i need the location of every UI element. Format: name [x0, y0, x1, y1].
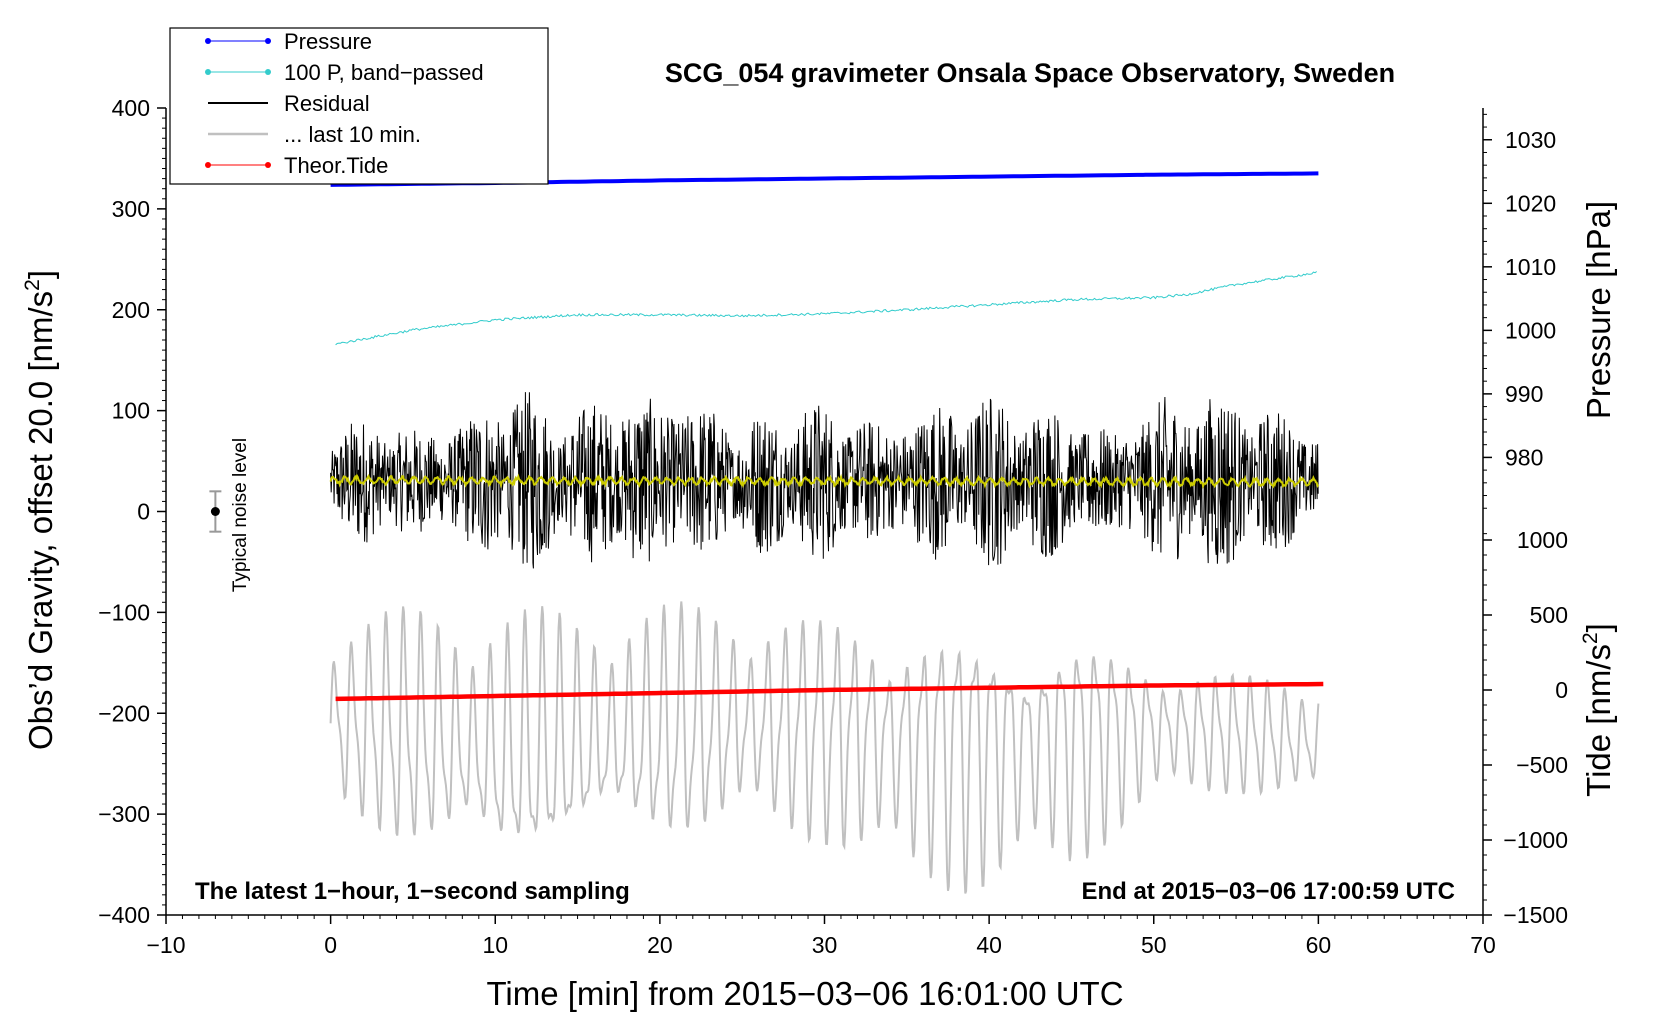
tide-line: [335, 681, 1324, 702]
chart-title: SCG_054 gravimeter Onsala Space Observat…: [665, 58, 1395, 88]
annotation-noise-level: Typical noise level: [230, 438, 251, 592]
series-residual: [330, 392, 1319, 569]
last-10-min-line: [329, 601, 1320, 894]
series-theoretical-tide: [335, 681, 1324, 702]
legend-marker: [265, 69, 271, 75]
tide-axis-label: Tide [nm/s2]: [1579, 623, 1617, 797]
series-residual-smoothed: [329, 473, 1320, 490]
legend-marker: [265, 38, 271, 44]
x-tick-label: 50: [1141, 932, 1167, 958]
legend-marker: [205, 162, 211, 168]
tide-axis-label-end: ]: [1580, 623, 1617, 632]
annotation-sampling: The latest 1−hour, 1−second sampling: [195, 878, 630, 905]
pressure-axis-label: Pressure [hPa]: [1580, 201, 1617, 419]
x-tick-label: −10: [146, 932, 185, 958]
tide-tick-label: 0: [1555, 677, 1568, 703]
x-axis-label: Time [min] from 2015−03−06 16:01:00 UTC: [486, 975, 1123, 1012]
left-tick-label: −300: [98, 801, 150, 827]
tide-tick-label: 1000: [1517, 527, 1568, 553]
tide-tick-label: 500: [1530, 602, 1568, 628]
pressure-tick-label: 1020: [1505, 190, 1556, 216]
pressure-tick-label: 990: [1505, 381, 1543, 407]
residual-line: [330, 392, 1319, 569]
left-tick-label: −400: [98, 902, 150, 928]
legend-label: Theor.Tide: [284, 153, 388, 178]
legend-label: 100 P, band−passed: [284, 60, 484, 85]
left-tick-label: −200: [98, 700, 150, 726]
left-axis-label: Obs’d Gravity, offset 20.0 [nm/s2]: [21, 270, 59, 750]
pressure-tick-label: 1000: [1505, 317, 1556, 343]
left-tick-label: 200: [112, 297, 150, 323]
legend-marker: [205, 69, 211, 75]
noise-bar-dot: [210, 507, 220, 516]
left-tick-label: −100: [98, 599, 150, 625]
left-tick-label: 300: [112, 196, 150, 222]
x-tick-label: 20: [647, 932, 673, 958]
legend-label: Pressure: [284, 29, 372, 54]
band-passed-line: [335, 271, 1317, 346]
pressure-tick-label: 1030: [1505, 127, 1556, 153]
left-tick-label: 0: [137, 499, 150, 525]
pressure-axis-ticks: 1030 1020 1010 1000 990 980: [1483, 113, 1556, 535]
left-axis-ticks: 400 300 200 100 0 −100 −200 −300 −400: [98, 95, 166, 928]
tide-tick-label: −1000: [1503, 827, 1568, 853]
residual-smoothed-line: [329, 473, 1320, 490]
left-axis-label-main: Obs’d Gravity, offset 20.0 [nm/s: [22, 291, 59, 750]
x-tick-label: 0: [324, 932, 337, 958]
x-axis-ticks: −10 0 10 20 30 40 50 60 70: [146, 915, 1496, 958]
legend-label: Residual: [284, 91, 370, 116]
series-last-10-min: [329, 601, 1320, 894]
legend-items: Pressure 100 P, band−passed Residual ... la…: [205, 29, 484, 178]
pressure-tick-label: 980: [1505, 444, 1543, 470]
legend-marker: [265, 162, 271, 168]
left-axis-label-end: ]: [22, 270, 59, 279]
x-tick-label: 10: [482, 932, 508, 958]
legend-label: ... last 10 min.: [284, 122, 421, 147]
tide-axis-ticks: 1000 500 0 −500 −1000 −1500: [1483, 527, 1568, 928]
tide-axis-label-main: Tide [nm/s: [1580, 644, 1617, 797]
left-tick-label: 100: [112, 398, 150, 424]
x-tick-label: 30: [812, 932, 838, 958]
tide-tick-label: −1500: [1503, 902, 1568, 928]
pressure-tick-label: 1010: [1505, 254, 1556, 280]
x-tick-label: 60: [1306, 932, 1332, 958]
legend-box: [169, 27, 549, 185]
x-tick-label: 40: [976, 932, 1002, 958]
legend-marker: [205, 38, 211, 44]
annotation-end-time: End at 2015−03−06 17:00:59 UTC: [1081, 878, 1455, 905]
left-tick-label: 400: [112, 95, 150, 121]
noise-bar: [209, 490, 222, 533]
tide-axis-label-sup: 2: [1579, 632, 1602, 644]
left-axis-label-sup: 2: [21, 279, 44, 291]
tide-tick-label: −500: [1516, 752, 1568, 778]
legend: Pressure 100 P, band−passed Residual ... la…: [169, 27, 549, 185]
series-band-passed-pressure: [335, 271, 1317, 346]
x-tick-label: 70: [1470, 932, 1496, 958]
